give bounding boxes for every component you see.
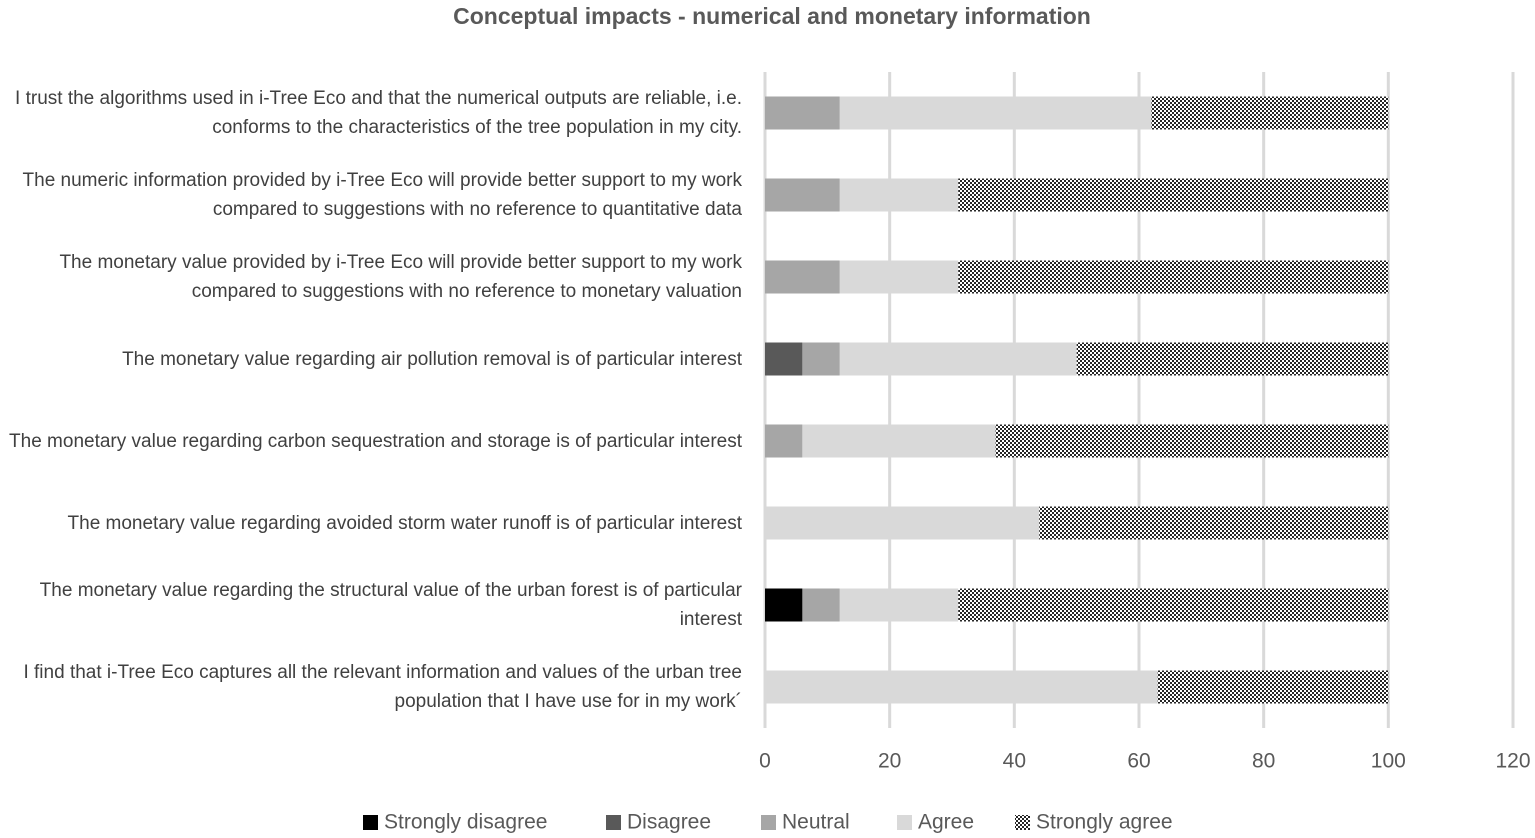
legend-swatch <box>897 815 912 830</box>
category-text: I trust the algorithms used in i-Tree Ec… <box>15 88 742 138</box>
category-label: The numeric information provided by i-Tr… <box>0 154 742 236</box>
bar-segment <box>839 260 959 294</box>
legend-label: Strongly disagree <box>384 811 547 834</box>
legend-swatch <box>761 815 776 830</box>
x-tick-label: 40 <box>1003 750 1026 773</box>
category-text: I find that i-Tree Eco captures all the … <box>23 662 742 712</box>
bar-segment <box>802 588 840 622</box>
bar-segment <box>765 96 840 130</box>
bar-segment <box>802 424 996 458</box>
x-tick-label: 60 <box>1127 750 1150 773</box>
legend-label: Disagree <box>627 811 711 834</box>
category-text: The monetary value regarding the structu… <box>39 580 742 630</box>
bar-segment <box>958 588 1389 622</box>
x-tick-label: 100 <box>1371 750 1406 773</box>
bar-segment <box>765 670 1158 704</box>
category-text: The numeric information provided by i-Tr… <box>22 170 742 220</box>
bar-segment <box>802 342 840 376</box>
bar-segment <box>995 424 1389 458</box>
legend-swatch <box>1015 815 1030 830</box>
x-tick-label: 0 <box>759 750 771 773</box>
category-label: I trust the algorithms used in i-Tree Ec… <box>0 72 742 154</box>
bar-segment <box>839 342 1077 376</box>
category-text: The monetary value regarding carbon sequ… <box>9 430 742 452</box>
bar-segment <box>765 424 803 458</box>
bar-segment <box>1151 96 1389 130</box>
bar-segment <box>765 260 840 294</box>
category-label: The monetary value regarding avoided sto… <box>0 482 742 564</box>
bar-segment <box>839 588 959 622</box>
category-text: The monetary value regarding air polluti… <box>122 348 742 370</box>
category-label: The monetary value regarding carbon sequ… <box>0 400 742 482</box>
bar-segment <box>765 588 803 622</box>
x-tick-label: 80 <box>1252 750 1275 773</box>
category-text: The monetary value regarding avoided sto… <box>67 512 742 534</box>
bar-segment <box>958 260 1389 294</box>
category-label: The monetary value regarding air polluti… <box>0 318 742 400</box>
bar-segment <box>839 178 959 212</box>
category-text: The monetary value provided by i-Tree Ec… <box>59 252 742 302</box>
legend-swatch <box>363 815 378 830</box>
bar-segment <box>958 178 1389 212</box>
bar-segment <box>765 178 840 212</box>
category-label: I find that i-Tree Eco captures all the … <box>0 646 742 728</box>
legend-label: Neutral <box>782 811 850 834</box>
legend-label: Agree <box>918 811 974 834</box>
bar-segment <box>1039 506 1389 540</box>
category-label: The monetary value regarding the structu… <box>0 564 742 646</box>
bar-segment <box>765 506 1040 540</box>
legend-label: Strongly agree <box>1036 811 1173 834</box>
category-label: The monetary value provided by i-Tree Ec… <box>0 236 742 318</box>
legend-swatch <box>606 815 621 830</box>
chart-title: Conceptual impacts - numerical and monet… <box>453 3 1091 29</box>
bar-segment <box>1076 342 1389 376</box>
x-tick-label: 20 <box>878 750 901 773</box>
bar-segment <box>765 342 803 376</box>
bar-segment <box>1157 670 1389 704</box>
bar-segment <box>839 96 1152 130</box>
x-tick-label: 120 <box>1495 750 1530 773</box>
